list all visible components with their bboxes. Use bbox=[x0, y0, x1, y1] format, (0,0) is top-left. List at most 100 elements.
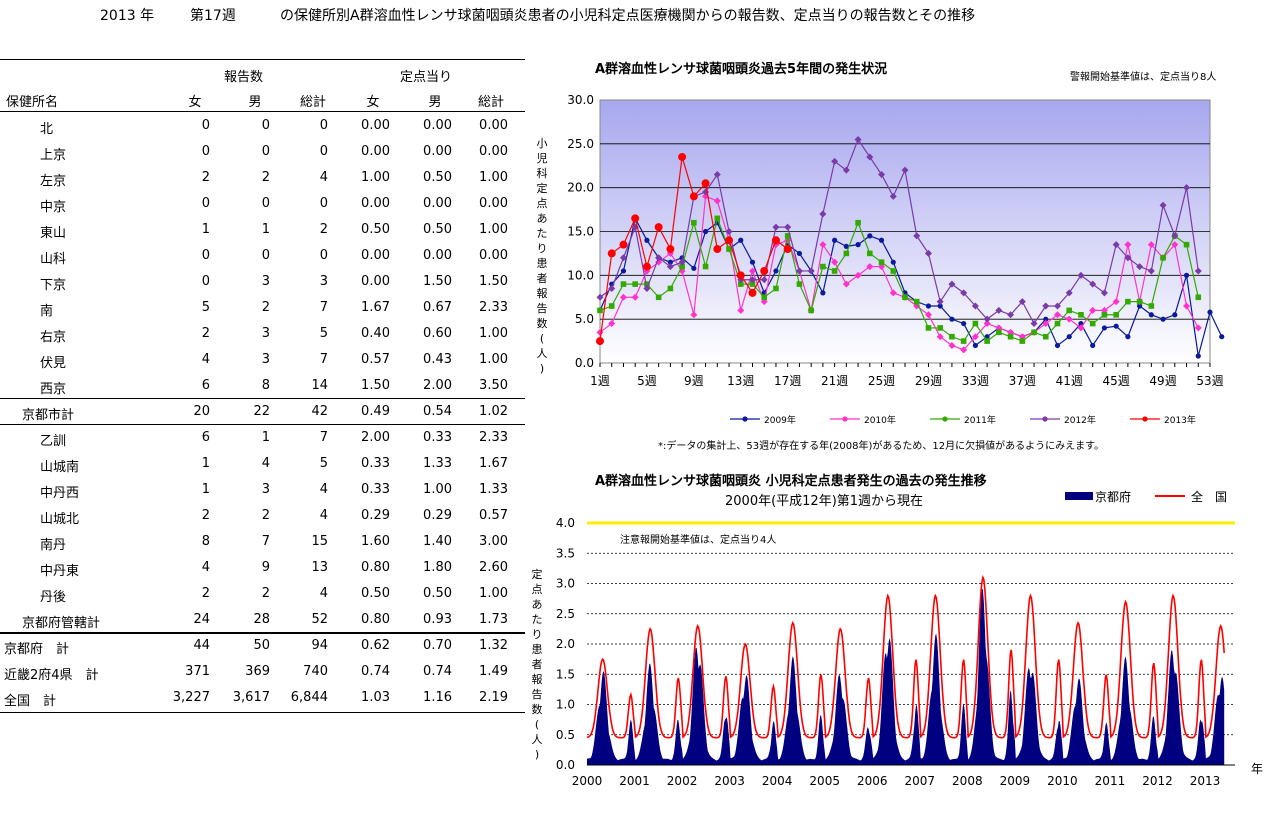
cell-value: 2.33 bbox=[479, 430, 508, 445]
data-point bbox=[1007, 311, 1015, 319]
x-tick-label: 2010 bbox=[1047, 774, 1078, 788]
cell-value: 2.19 bbox=[479, 690, 508, 705]
cell-value: 0.00 bbox=[361, 274, 390, 289]
cell-value: 0.00 bbox=[423, 196, 452, 211]
cell-value: 6 bbox=[201, 378, 210, 393]
row-name: 北 bbox=[40, 122, 54, 137]
cell-value: 0.29 bbox=[361, 508, 390, 523]
cell-value: 15 bbox=[311, 534, 328, 549]
cell-value: 0.70 bbox=[423, 638, 452, 653]
data-point bbox=[749, 259, 756, 265]
legend-label: 2012年 bbox=[1064, 414, 1096, 426]
legend-label: 2009年 bbox=[764, 414, 796, 426]
cell-value: 0.74 bbox=[423, 664, 452, 679]
data-point bbox=[678, 152, 687, 161]
cell-value: 371 bbox=[185, 664, 210, 679]
y-axis-label-char: 人 bbox=[532, 733, 543, 746]
data-point bbox=[644, 281, 650, 287]
cell-value: 6,844 bbox=[290, 690, 328, 705]
cell-value: 1.50 bbox=[361, 378, 390, 393]
data-point bbox=[842, 280, 850, 288]
column-header: 保健所名 bbox=[6, 95, 59, 110]
x-tick-label: 21週 bbox=[821, 374, 848, 388]
data-point bbox=[1183, 184, 1191, 192]
table-row: 山科 0 0 0 0.00 0.00 0.00 bbox=[0, 243, 525, 269]
data-point bbox=[960, 346, 968, 354]
data-point bbox=[1031, 329, 1037, 336]
data-point bbox=[960, 289, 968, 297]
cell-value: 0.74 bbox=[361, 664, 390, 679]
table-row: 下京 0 3 3 0.00 1.50 1.50 bbox=[0, 269, 525, 295]
legend-label: 2011年 bbox=[964, 414, 996, 426]
data-point bbox=[948, 341, 956, 349]
data-point bbox=[890, 268, 897, 274]
x-tick-label: 2009 bbox=[1000, 774, 1031, 788]
data-point bbox=[783, 245, 792, 254]
cell-value: 1.00 bbox=[423, 482, 452, 497]
table-row: 山城南 1 4 5 0.33 1.33 1.67 bbox=[0, 451, 525, 477]
cell-value: 2 bbox=[261, 586, 270, 601]
x-tick-label: 2007 bbox=[905, 774, 936, 788]
row-name: 山城北 bbox=[40, 512, 80, 527]
y-axis-label-char: 者 bbox=[532, 658, 543, 671]
column-header: 男 bbox=[248, 95, 262, 110]
column-header-row: 保健所名 女 男 総計 女 男 総計 bbox=[0, 86, 525, 112]
legend-label: 京都府 bbox=[1095, 489, 1131, 504]
table-row: 中丹東 4 9 13 0.80 1.80 2.60 bbox=[0, 555, 525, 581]
data-point bbox=[771, 236, 780, 245]
data-point bbox=[807, 267, 815, 275]
data-point bbox=[936, 298, 944, 306]
cell-value: 0.62 bbox=[361, 638, 390, 653]
table-row: 西京 6 8 14 1.50 2.00 3.50 bbox=[0, 373, 525, 399]
data-point bbox=[667, 259, 673, 265]
data-point bbox=[713, 171, 721, 179]
data-point bbox=[1183, 302, 1191, 310]
data-point bbox=[1148, 312, 1154, 318]
x-tick-label: 13週 bbox=[727, 374, 754, 388]
data-point bbox=[820, 263, 826, 270]
cell-value: 0.00 bbox=[361, 144, 390, 159]
data-point bbox=[842, 166, 850, 174]
y-axis-label-char: 者 bbox=[537, 272, 548, 285]
cell-value: 0 bbox=[201, 274, 210, 289]
x-tick-label: 2003 bbox=[714, 774, 745, 788]
data-point bbox=[878, 259, 885, 265]
data-point bbox=[913, 232, 921, 240]
row-name: 全国 計 bbox=[4, 694, 57, 709]
column-header: 男 bbox=[428, 95, 442, 110]
cell-value: 0 bbox=[319, 196, 328, 211]
data-point bbox=[996, 329, 1002, 336]
cell-value: 2 bbox=[201, 508, 210, 523]
data-point bbox=[749, 276, 756, 284]
kyoto-area bbox=[587, 588, 1225, 765]
cell-value: 2 bbox=[261, 300, 270, 315]
data-point bbox=[936, 333, 944, 341]
data-point bbox=[984, 338, 990, 344]
y-tick-label: 2.5 bbox=[556, 607, 575, 621]
data-point bbox=[843, 250, 850, 257]
row-name: 右京 bbox=[40, 330, 67, 345]
data-point bbox=[596, 293, 604, 301]
cell-value: 1.67 bbox=[361, 300, 390, 315]
data-point bbox=[960, 338, 967, 344]
data-point bbox=[1019, 338, 1026, 344]
data-point bbox=[1147, 241, 1155, 249]
legend-label: 全 国 bbox=[1191, 489, 1227, 504]
x-tick-label: 2011 bbox=[1095, 774, 1126, 788]
cell-value: 3,617 bbox=[232, 690, 270, 705]
cell-value: 1.32 bbox=[479, 638, 508, 653]
cell-value: 0.00 bbox=[361, 196, 390, 211]
data-point bbox=[689, 192, 698, 201]
cell-value: 1.00 bbox=[361, 170, 390, 185]
data-point bbox=[1195, 294, 1202, 301]
cell-value: 0 bbox=[201, 248, 210, 263]
table-row: 山城北 2 2 4 0.29 0.29 0.57 bbox=[0, 503, 525, 529]
y-tick-label: 1.0 bbox=[556, 698, 575, 712]
y-axis-label-char: ( bbox=[540, 332, 544, 345]
data-point bbox=[924, 249, 932, 257]
x-tick-label: 2002 bbox=[667, 774, 698, 788]
data-point bbox=[666, 263, 674, 271]
chart2-subtitle: 2000年(平成12年)第1週から現在 bbox=[725, 494, 923, 509]
y-tick-label: 3.5 bbox=[556, 546, 575, 560]
